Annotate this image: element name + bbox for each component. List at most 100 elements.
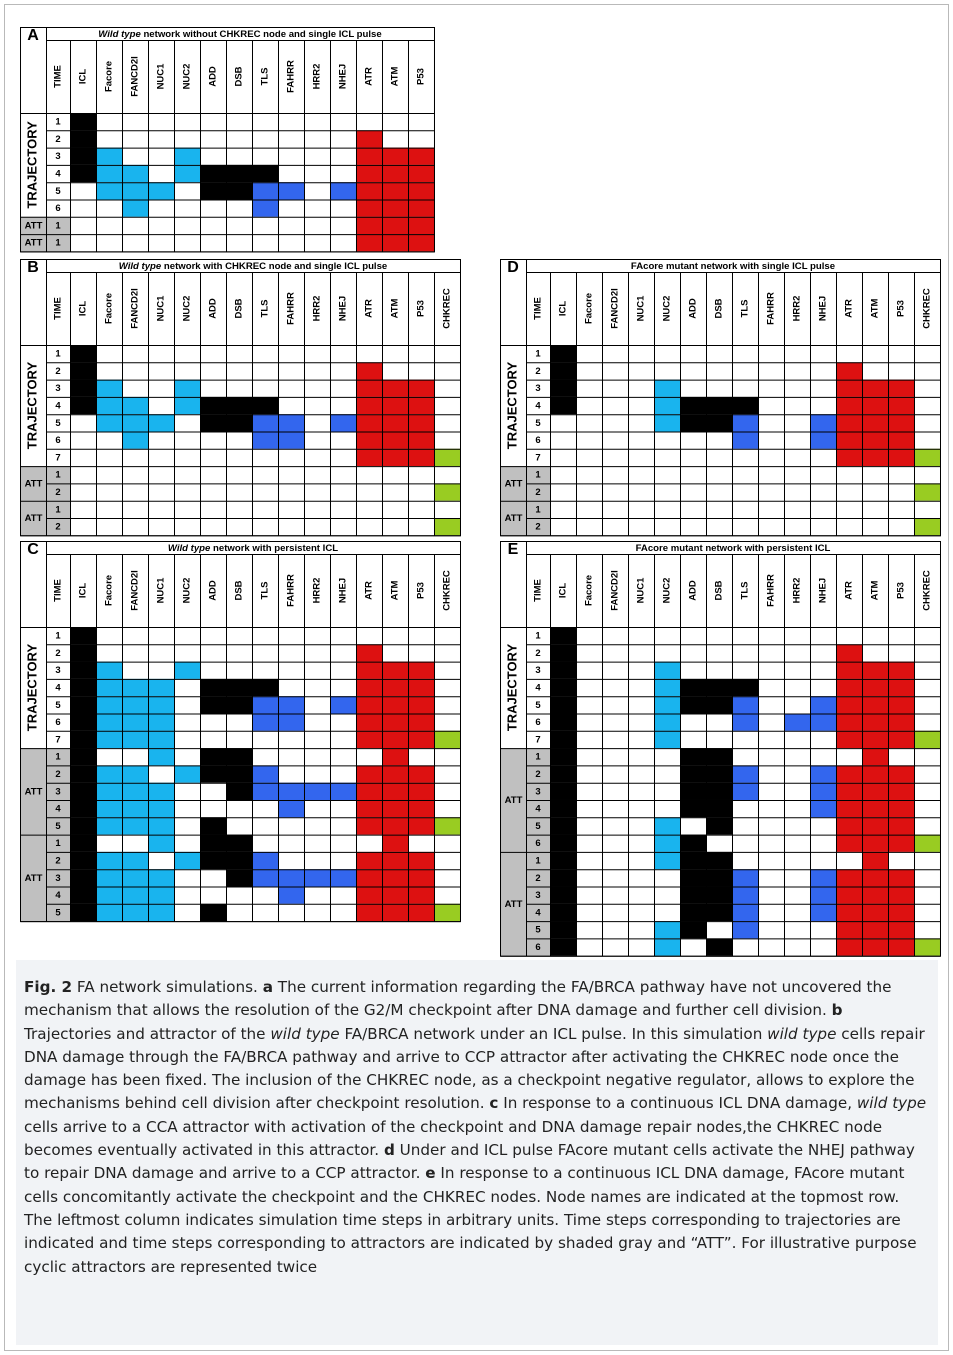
state-cell-icl bbox=[550, 903, 577, 922]
state-cell-facore bbox=[96, 147, 123, 165]
time-step-label: 4 bbox=[535, 401, 541, 412]
state-cell-tls bbox=[251, 396, 278, 415]
attractor-label: ATT bbox=[25, 513, 43, 524]
node-header-dsb: DSB bbox=[714, 580, 725, 600]
state-cell-atm bbox=[861, 396, 888, 415]
state-cell-facore bbox=[96, 869, 123, 887]
state-cell-dsb bbox=[706, 396, 732, 415]
state-cell-p53 bbox=[407, 448, 434, 467]
state-cell-icl bbox=[70, 644, 97, 662]
state-cell-p53 bbox=[407, 234, 434, 252]
attractor-label: ATT bbox=[505, 513, 523, 524]
state-cell-fancd2i bbox=[122, 182, 149, 200]
state-cell-nuc2 bbox=[654, 938, 681, 956]
time-step-label: 6 bbox=[535, 717, 540, 728]
time-step-label: 4 bbox=[535, 804, 541, 815]
node-header-atm: ATM bbox=[389, 66, 400, 86]
state-cell-atm bbox=[861, 903, 888, 922]
time-step-label: 1 bbox=[535, 856, 541, 867]
caption-c-text-2: cells arrive to a CCA attractor with act… bbox=[24, 1117, 883, 1160]
state-cell-p53 bbox=[407, 661, 434, 679]
state-cell-atm bbox=[381, 396, 408, 415]
attractor-shade bbox=[500, 748, 551, 852]
state-cell-dsb bbox=[706, 414, 732, 432]
state-cell-nhej bbox=[809, 886, 836, 904]
trajectory-label: TRAJECTORY bbox=[24, 362, 39, 450]
state-cell-chkrec bbox=[433, 483, 460, 501]
state-cell-hrr2 bbox=[303, 782, 330, 800]
time-step-label: 1 bbox=[55, 220, 61, 231]
state-cell-atr bbox=[835, 938, 862, 956]
panel-c-grid: C Wild type network with persistent ICL TI… bbox=[20, 541, 461, 923]
caption-b-text-2: FA/BRCA network under an ICL pulse. In t… bbox=[339, 1024, 768, 1043]
time-step-label: 1 bbox=[55, 504, 61, 515]
state-cell-icl bbox=[70, 799, 97, 818]
panel-e: E FAcore mutant network with persistent I… bbox=[500, 541, 941, 957]
state-cell-atr bbox=[835, 414, 862, 432]
state-cell-atr bbox=[835, 431, 862, 449]
time-step-label: 5 bbox=[55, 418, 61, 429]
time-step-label: 2 bbox=[55, 134, 60, 145]
state-cell-nuc1 bbox=[148, 799, 175, 818]
state-cell-p53 bbox=[887, 799, 914, 818]
state-cell-p53 bbox=[407, 696, 434, 714]
state-cell-icl bbox=[70, 379, 97, 397]
state-cell-icl bbox=[550, 834, 577, 852]
panel-a: A Wild type network without CHKREC node a… bbox=[20, 27, 435, 253]
state-cell-atm bbox=[381, 765, 408, 783]
state-cell-nuc2 bbox=[174, 396, 201, 415]
state-cell-nhej bbox=[809, 765, 836, 783]
state-cell-tls bbox=[731, 431, 758, 449]
state-cell-atr bbox=[355, 782, 382, 800]
state-cell-icl bbox=[550, 661, 577, 679]
node-header-tls: TLS bbox=[259, 68, 270, 86]
state-cell-atm bbox=[381, 869, 408, 887]
state-cell-facore bbox=[96, 817, 123, 835]
caption-letter-c: c bbox=[489, 1094, 499, 1113]
time-step-label: 5 bbox=[55, 186, 61, 197]
time-step-label: 4 bbox=[535, 907, 541, 918]
time-step-label: 7 bbox=[535, 734, 540, 745]
state-cell-p53 bbox=[407, 431, 434, 449]
node-header-tls: TLS bbox=[739, 582, 750, 600]
node-header-atr: ATR bbox=[363, 299, 374, 318]
node-header-hrr2: HRR2 bbox=[311, 578, 322, 604]
trajectory-label: TRAJECTORY bbox=[504, 644, 519, 732]
state-cell-icl bbox=[550, 799, 577, 818]
time-step-label: 4 bbox=[55, 890, 61, 901]
trajectory-label: TRAJECTORY bbox=[24, 121, 39, 209]
state-cell-dsb bbox=[706, 799, 732, 818]
state-cell-tls bbox=[731, 921, 758, 939]
node-header-nhej: NHEJ bbox=[817, 296, 828, 321]
time-step-label: 2 bbox=[55, 648, 60, 659]
state-cell-p53 bbox=[407, 147, 434, 165]
time-step-label: 2 bbox=[55, 769, 60, 780]
node-header-time: TIME bbox=[53, 579, 64, 602]
state-cell-atr bbox=[355, 851, 382, 870]
state-cell-dsb bbox=[706, 869, 732, 887]
caption-letter-e: e bbox=[425, 1164, 436, 1183]
state-cell-facore bbox=[96, 182, 123, 200]
attractor-label: ATT bbox=[505, 478, 523, 489]
state-cell-icl bbox=[70, 362, 97, 380]
caption-b-text-3: cells repair DNA damage through the FA/B… bbox=[24, 1024, 925, 1113]
state-cell-add bbox=[200, 817, 227, 835]
state-cell-nhej bbox=[809, 903, 836, 922]
state-cell-chkrec bbox=[433, 817, 460, 835]
node-header-atm: ATM bbox=[869, 298, 880, 318]
state-cell-icl bbox=[70, 869, 97, 887]
state-cell-atr bbox=[355, 448, 382, 467]
state-cell-dsb bbox=[706, 851, 732, 870]
state-cell-add bbox=[200, 851, 227, 870]
state-cell-atr bbox=[355, 869, 382, 887]
state-cell-p53 bbox=[407, 164, 434, 183]
state-cell-nuc2 bbox=[174, 164, 201, 183]
time-step-label: 3 bbox=[55, 665, 60, 676]
state-cell-p53 bbox=[407, 817, 434, 835]
state-cell-nhej bbox=[809, 696, 836, 714]
state-cell-facore bbox=[96, 799, 123, 818]
state-cell-tls bbox=[251, 431, 278, 449]
state-cell-nhej bbox=[329, 869, 356, 887]
state-cell-chkrec bbox=[913, 517, 940, 536]
state-cell-atm bbox=[861, 730, 888, 749]
